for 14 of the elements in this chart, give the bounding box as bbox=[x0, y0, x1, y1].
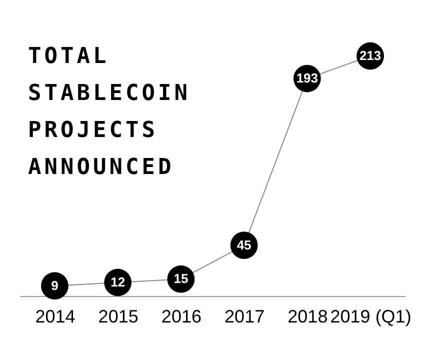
data-label: 213 bbox=[359, 48, 382, 63]
data-label: 193 bbox=[296, 70, 318, 86]
text: TOTAL STABLECOIN PROJECTS ANNOUNCED bbox=[28, 43, 192, 182]
x-tick-label: 2014 bbox=[35, 306, 76, 326]
data-label: 45 bbox=[236, 237, 252, 252]
x-tick-label: 2017 bbox=[224, 306, 265, 326]
data-label: 15 bbox=[174, 271, 188, 286]
data-label: 9 bbox=[51, 278, 58, 293]
x-tick-label: 2018 bbox=[288, 306, 328, 326]
point bbox=[41, 272, 68, 300]
x-tick-label: 2015 bbox=[98, 306, 138, 326]
data-label: 12 bbox=[110, 274, 126, 290]
x-tick-label: 2016 bbox=[161, 306, 202, 326]
x-tick-label: 2019 (Q1) bbox=[330, 306, 412, 326]
